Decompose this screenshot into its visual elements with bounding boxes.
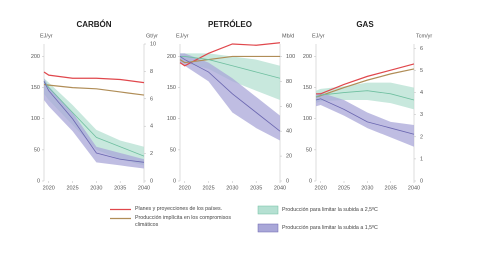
y2-axis-label: Gt/yr xyxy=(146,33,158,39)
legend-label: Producción implícita en los compromisos … xyxy=(135,215,231,228)
y-tick-label: 200 xyxy=(167,54,176,60)
series-line xyxy=(316,63,415,95)
y2-tick-label: 6 xyxy=(420,46,423,52)
x-tick-label: 2040 xyxy=(408,185,420,191)
y2-tick-label: 100 xyxy=(286,54,295,60)
legend-label: Planes y proyecciones de los países. xyxy=(135,206,223,212)
series-line xyxy=(180,56,281,79)
legend-label: Producción para limitar la subida a 2,5º… xyxy=(282,206,378,213)
range-band xyxy=(44,78,144,169)
series-line xyxy=(179,56,281,132)
y2-tick-label: 5 xyxy=(420,68,423,74)
series-line xyxy=(315,98,415,135)
y2-tick-label: 20 xyxy=(286,154,292,160)
series-line xyxy=(179,42,281,67)
y2-tick-label: 10 xyxy=(150,41,156,47)
y2-tick-label: 4 xyxy=(420,90,423,96)
y2-tick-label: 1 xyxy=(420,156,423,162)
y-tick-label: 100 xyxy=(31,116,40,122)
x-tick-label: 2020 xyxy=(179,185,191,191)
y-tick-label: 0 xyxy=(173,178,176,184)
y-tick-label: 150 xyxy=(31,85,40,91)
y2-tick-label: 60 xyxy=(286,104,292,110)
x-tick-label: 2040 xyxy=(274,185,286,191)
series-line xyxy=(315,68,415,98)
y2-tick-label: 3 xyxy=(420,112,423,118)
y-tick-label: 200 xyxy=(31,54,40,60)
x-tick-label: 2020 xyxy=(315,185,327,191)
y2-tick-label: 40 xyxy=(286,129,292,135)
x-tick-label: 2030 xyxy=(226,185,238,191)
y2-tick-label: 0 xyxy=(150,178,153,184)
y2-tick-label: 0 xyxy=(420,178,423,184)
y2-tick-label: 80 xyxy=(286,79,292,85)
y-tick-label: 100 xyxy=(167,116,176,122)
x-tick-label: 2035 xyxy=(250,185,262,191)
series-line xyxy=(179,55,280,64)
x-tick-label: 2020 xyxy=(43,185,55,191)
y-tick-label: 50 xyxy=(34,147,40,153)
x-tick-label: 2030 xyxy=(90,185,102,191)
series-line xyxy=(43,81,145,157)
legend-swatch xyxy=(257,223,279,233)
series-line xyxy=(43,71,145,84)
y2-axis-label: Tcm/yr xyxy=(416,33,432,39)
y2-tick-label: 2 xyxy=(150,151,153,157)
panel-title: CARBÓN xyxy=(76,20,111,29)
legend-swatch xyxy=(257,205,279,215)
y-tick-label: 50 xyxy=(306,147,312,153)
y-tick-label: 0 xyxy=(37,178,40,184)
panel-title: GAS xyxy=(356,20,374,29)
series-line xyxy=(43,81,145,163)
x-tick-label: 2030 xyxy=(361,185,373,191)
range-band xyxy=(180,53,280,141)
y2-tick-label: 8 xyxy=(150,69,153,75)
x-tick-label: 2040 xyxy=(138,185,150,191)
y-tick-label: 0 xyxy=(309,178,312,184)
y2-tick-label: 0 xyxy=(286,178,289,184)
x-tick-label: 2025 xyxy=(66,185,78,191)
series-line xyxy=(43,83,145,96)
legend-label: Producción para limitar la subida a 1,5º… xyxy=(282,224,378,231)
y2-axis-label: Mb/d xyxy=(282,33,294,39)
series-line xyxy=(315,90,415,101)
y2-tick-label: 4 xyxy=(150,124,153,130)
y-tick-label: 200 xyxy=(303,54,312,60)
y-axis-label: EJ/yr xyxy=(312,33,325,39)
y-tick-label: 100 xyxy=(303,116,312,122)
y-axis-label: EJ/yr xyxy=(40,33,53,39)
y-tick-label: 50 xyxy=(170,147,176,153)
y-axis-label: EJ/yr xyxy=(176,33,189,39)
y-tick-label: 150 xyxy=(303,85,312,91)
x-tick-label: 2025 xyxy=(338,185,350,191)
range-band xyxy=(316,92,414,147)
y2-tick-label: 2 xyxy=(420,134,423,140)
y-tick-label: 150 xyxy=(167,85,176,91)
range-band xyxy=(44,78,144,166)
panel-title: PETRÓLEO xyxy=(208,20,252,29)
x-tick-label: 2035 xyxy=(385,185,397,191)
x-tick-label: 2035 xyxy=(114,185,126,191)
x-tick-label: 2025 xyxy=(202,185,214,191)
y2-tick-label: 6 xyxy=(150,96,153,102)
